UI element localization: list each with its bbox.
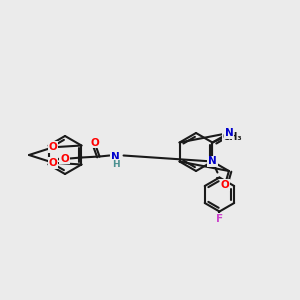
Text: O: O <box>90 137 99 148</box>
Text: H: H <box>112 160 119 169</box>
Text: N: N <box>224 128 233 138</box>
Text: CH₃: CH₃ <box>223 131 242 142</box>
Text: N: N <box>208 157 217 166</box>
Text: O: O <box>220 180 229 190</box>
Text: O: O <box>49 142 58 152</box>
Text: F: F <box>216 214 223 224</box>
Text: N: N <box>111 152 120 163</box>
Text: O: O <box>60 154 69 164</box>
Text: O: O <box>49 158 58 168</box>
